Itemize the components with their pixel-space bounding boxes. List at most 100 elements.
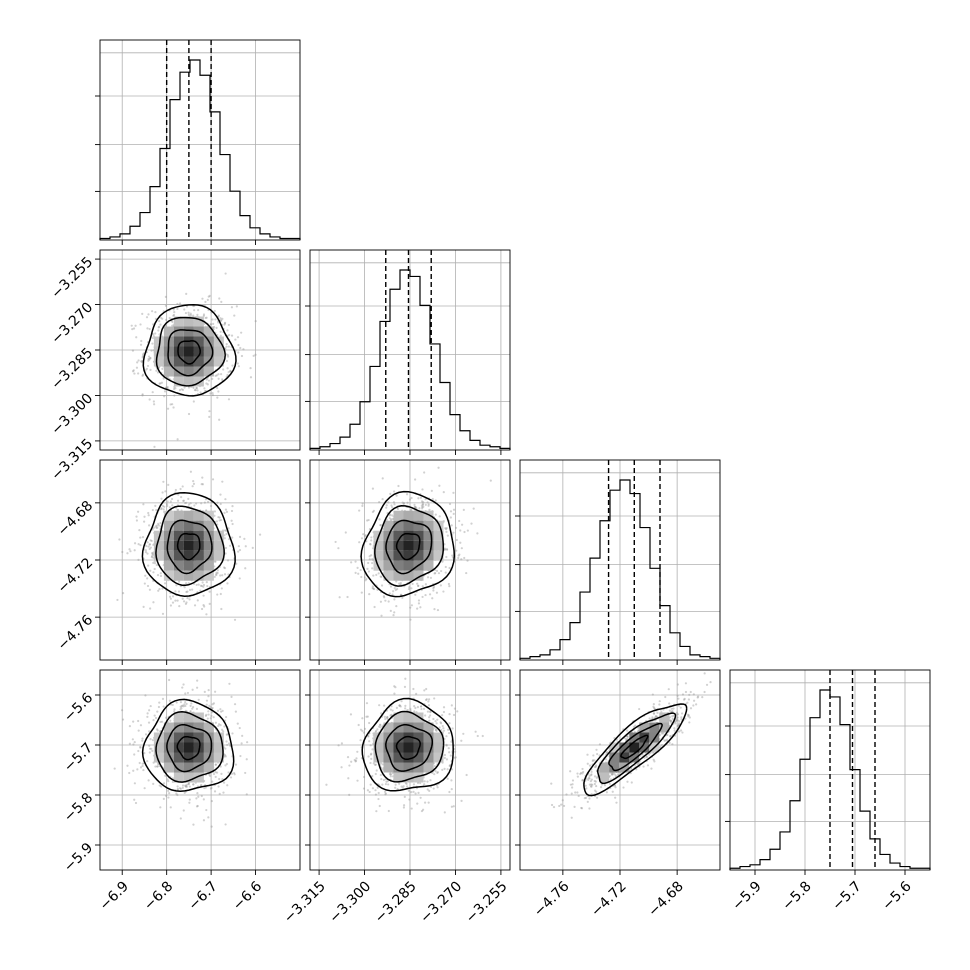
scatter-point (230, 334, 234, 337)
scatter-point (152, 601, 155, 604)
scatter-point (154, 311, 157, 314)
scatter-point (240, 354, 244, 358)
scatter-point (404, 677, 407, 680)
density-cell (203, 570, 214, 581)
scatter-point (356, 779, 359, 782)
density-cell (403, 772, 414, 783)
scatter-point (199, 584, 202, 587)
density-cell (173, 356, 184, 367)
scatter-point (151, 553, 154, 556)
scatter-point (199, 589, 202, 592)
scatter-point (676, 713, 680, 716)
scatter-point (158, 587, 161, 591)
scatter-point (176, 787, 179, 791)
scatter-point (222, 368, 225, 371)
scatter-point (679, 706, 682, 709)
scatter-point (171, 595, 175, 598)
scatter-point (437, 572, 441, 575)
scatter-point (412, 790, 415, 793)
scatter-point (172, 308, 175, 311)
scatter-point (203, 786, 206, 790)
scatter-point (214, 721, 218, 724)
scatter-point (441, 560, 444, 563)
scatter-point (386, 780, 389, 783)
scatter-point (206, 383, 209, 386)
scatter-point (193, 309, 196, 312)
scatter-point (395, 706, 399, 710)
scatter-point (234, 710, 237, 713)
scatter-point (161, 612, 165, 615)
scatter-point (429, 779, 432, 782)
scatter-point (205, 699, 209, 702)
scatter-point (438, 726, 441, 729)
density-cell (193, 762, 204, 773)
scatter-point (231, 536, 234, 539)
scatter-point (229, 776, 233, 779)
scatter-point (154, 562, 157, 565)
density-cell (203, 732, 214, 743)
contour-3 (360, 490, 456, 598)
scatter-point (433, 726, 436, 730)
scatter-point (392, 614, 395, 617)
scatter-point (417, 599, 421, 602)
density-cell (183, 762, 194, 773)
scatter-point (221, 480, 224, 483)
scatter-point (178, 389, 182, 392)
scatter-point (423, 783, 426, 786)
scatter-point (149, 569, 152, 572)
scatter-point (417, 584, 420, 588)
scatter-point (368, 593, 371, 596)
scatter-point (144, 574, 147, 577)
corner-panels: −6.9 −6.8 −6.7 −6.6 −3.315−3.300−3.285−3.270… (48, 39, 931, 926)
scatter-point (367, 735, 370, 738)
scatter-point (176, 508, 179, 511)
hist-panel-1 (305, 249, 511, 455)
scatter-point (171, 403, 174, 406)
scatter-point (211, 703, 214, 706)
scatter-point (427, 698, 431, 701)
scatter-point (192, 705, 195, 709)
scatter-point (139, 544, 142, 547)
scatter-point (356, 750, 359, 753)
scatter-point (441, 714, 444, 717)
contour-1 (166, 519, 213, 575)
scatter-point (185, 784, 188, 788)
scatter-point (395, 494, 398, 497)
contour-2 (374, 505, 445, 587)
scatter-point (214, 771, 217, 774)
scatter-point (426, 710, 430, 713)
scatter-point (132, 720, 135, 723)
scatter-point (156, 765, 159, 768)
scatter-point (361, 717, 364, 720)
scatter-point (184, 704, 187, 708)
scatter-point (195, 583, 198, 587)
scatter-point (593, 775, 597, 778)
scatter-point (463, 530, 466, 534)
scatter-point (400, 785, 403, 788)
scatter-point (452, 805, 455, 808)
scatter-point (132, 369, 135, 372)
scatter-point (474, 730, 477, 733)
scatter-point (159, 323, 162, 326)
scatter-point (457, 554, 460, 557)
scatter-point (372, 587, 376, 591)
scatter-point (183, 703, 186, 706)
density-cell (213, 550, 224, 561)
scatter-point (230, 509, 234, 513)
scatter-point (148, 543, 151, 546)
scatter-point (182, 809, 185, 812)
density-cell (213, 346, 224, 357)
scatter-point (225, 345, 228, 348)
scatter-point (442, 490, 445, 494)
scatter-point (426, 788, 429, 791)
scatter-point (405, 785, 409, 788)
scatter-point (386, 715, 389, 719)
scatter-point (166, 500, 169, 503)
scatter-point (395, 605, 398, 608)
scatter-point (207, 713, 210, 716)
scatter-point (129, 550, 132, 553)
density-cell (403, 752, 414, 763)
scatter-point (215, 520, 219, 523)
density-cell (193, 540, 204, 551)
scatter-point (136, 768, 139, 771)
